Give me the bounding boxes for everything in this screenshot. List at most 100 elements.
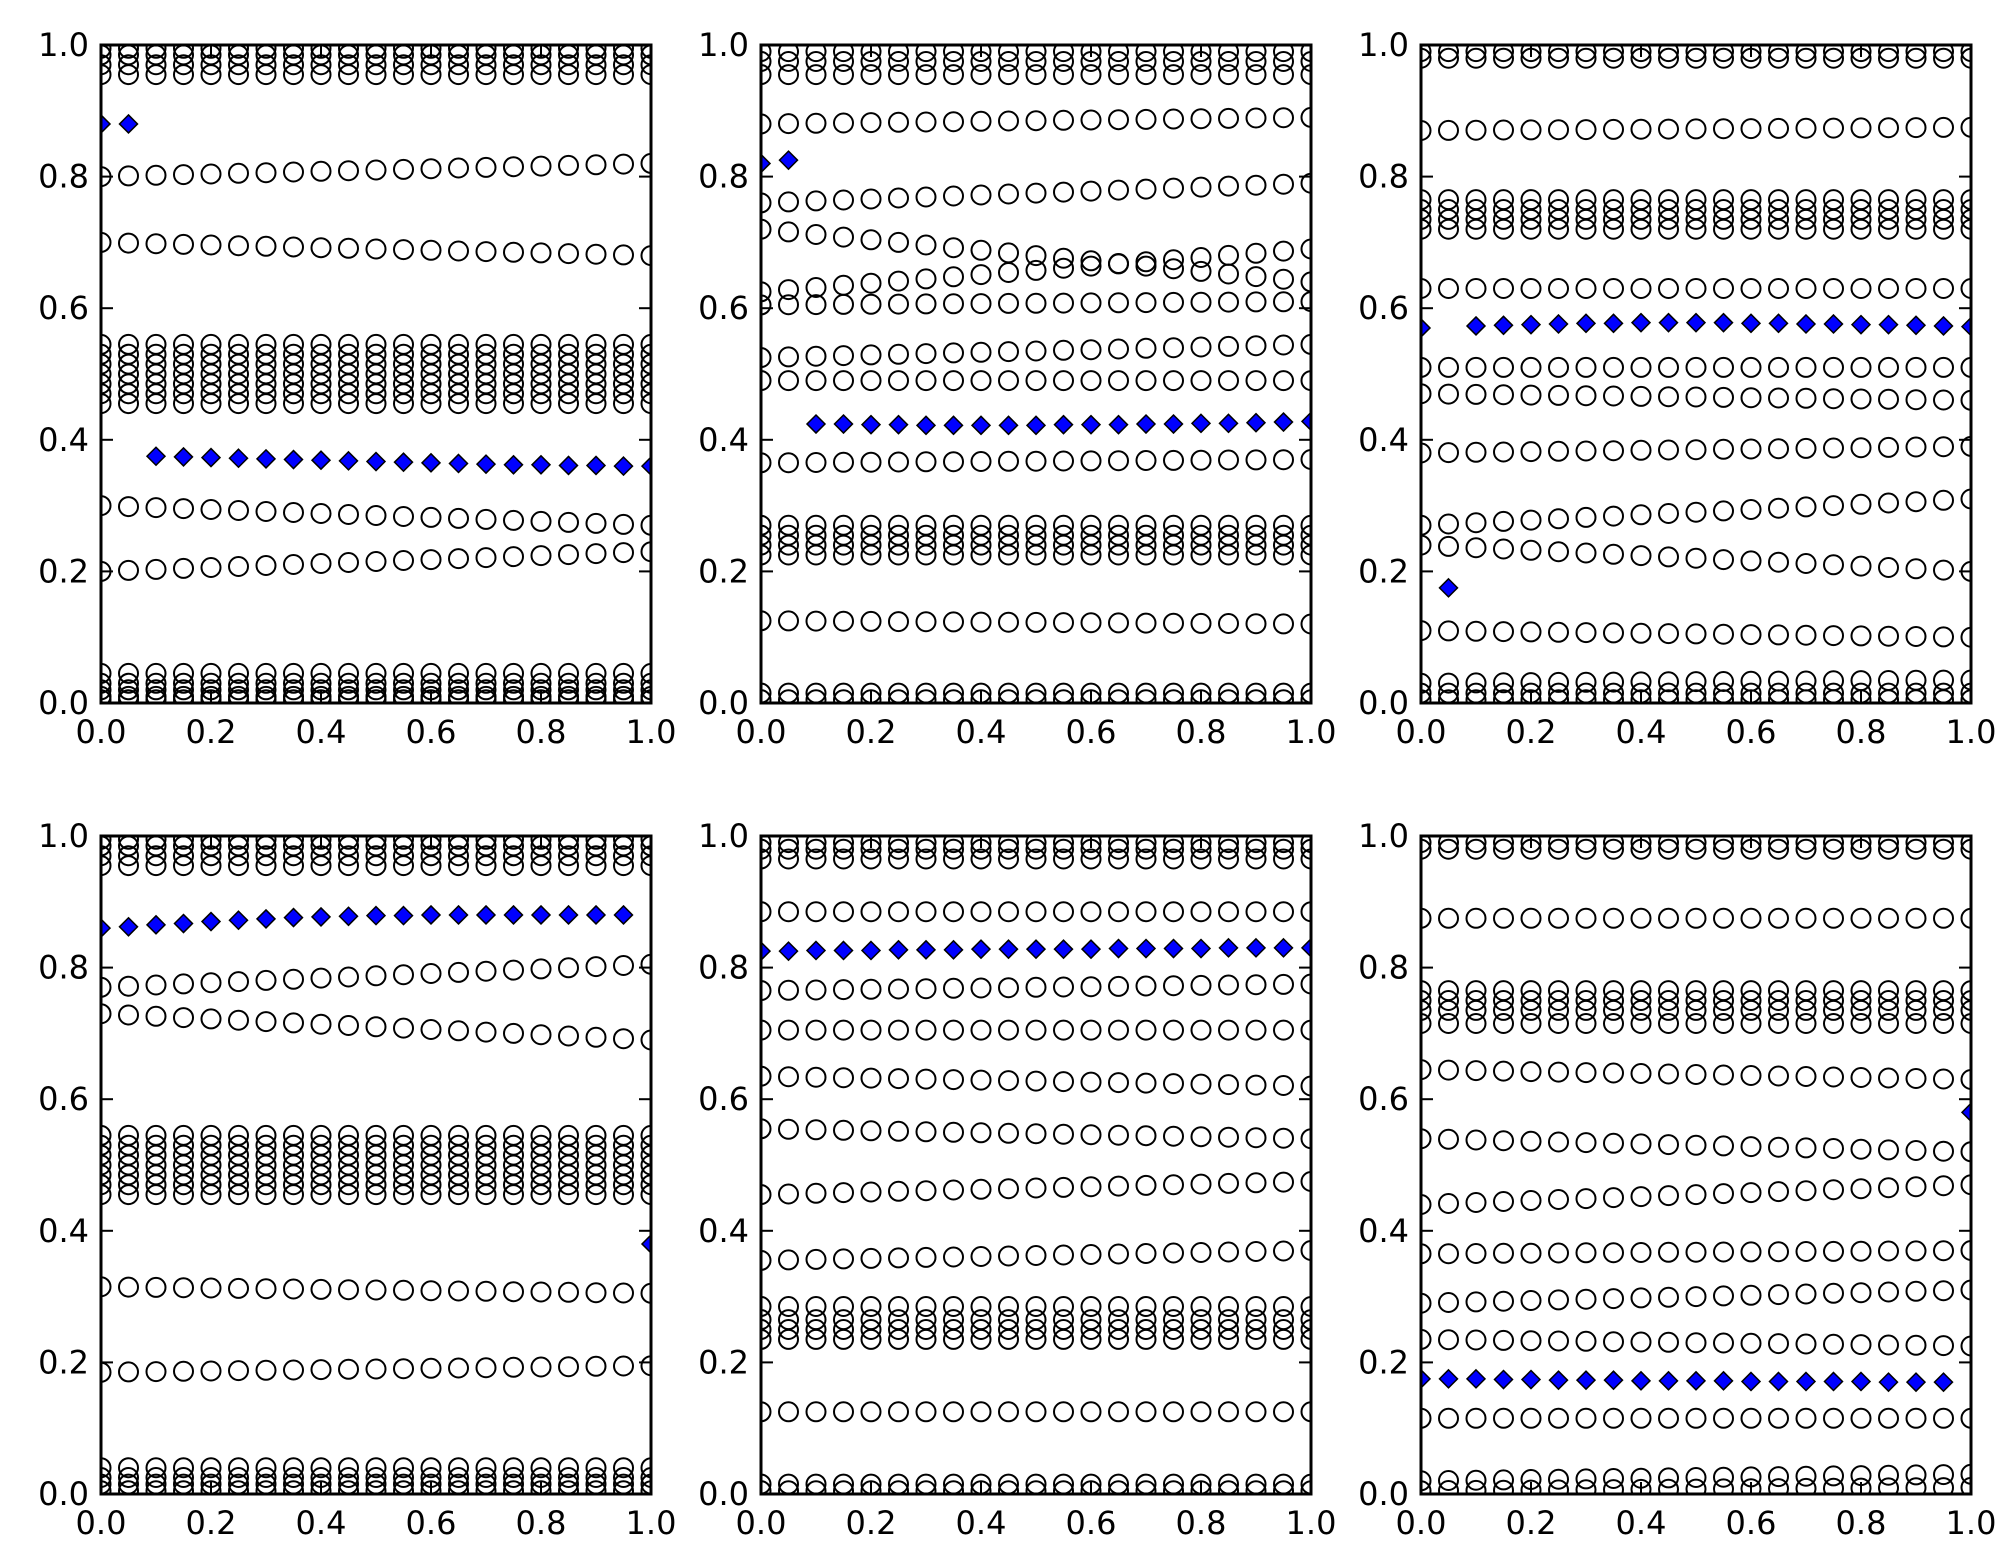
data-point-circle: [915, 451, 937, 473]
data-point-circle: [1135, 251, 1157, 273]
data-point-circle: [1245, 1480, 1267, 1494]
data-point-circle: [860, 848, 882, 870]
data-point-circle: [888, 901, 909, 923]
axes-frame: [1419, 43, 1973, 705]
data-point-circle: [1575, 836, 1597, 854]
data-point-circle: [1218, 335, 1239, 357]
data-point-circle: [1163, 1073, 1184, 1095]
data-point-circle: [1080, 339, 1102, 361]
data-point-circle: [943, 838, 964, 860]
data-point-circle: [1190, 291, 1212, 313]
data-point-circle: [998, 689, 1019, 703]
data-point-circle: [1053, 339, 1074, 361]
data-point-diamond: [393, 452, 414, 473]
data-point-circle: [1218, 689, 1239, 703]
data-point-circle: [888, 1068, 909, 1090]
data-point-circle: [1823, 1407, 1844, 1429]
data-point-circle: [1548, 838, 1569, 860]
y-tick-label: 0.2: [698, 1343, 749, 1381]
data-point-circle: [761, 281, 772, 303]
data-point-circle: [1190, 1242, 1212, 1263]
data-point-circle: [1960, 626, 1971, 648]
data-point-circle: [1685, 1013, 1707, 1034]
data-point-circle: [393, 343, 414, 365]
data-point-circle: [1685, 278, 1707, 299]
data-point-circle: [888, 187, 909, 209]
data-point-diamond: [1273, 937, 1294, 958]
data-point-circle: [1933, 389, 1954, 411]
data-point-circle: [761, 370, 772, 392]
data-point-circle: [420, 1457, 442, 1479]
data-point-circle: [530, 155, 552, 177]
data-point-circle: [475, 845, 497, 867]
data-point-diamond: [1025, 415, 1047, 436]
data-point-circle: [915, 293, 937, 315]
data-point-circle: [640, 953, 651, 975]
x-tick-label: 0.4: [1616, 713, 1667, 751]
data-point-circle: [585, 45, 607, 59]
data-point-circle: [475, 1457, 497, 1479]
data-point-circle: [1163, 848, 1184, 870]
data-point-circle: [1465, 1329, 1487, 1351]
data-point-circle: [805, 848, 827, 870]
data-point-circle: [805, 1182, 827, 1204]
data-point-diamond: [998, 415, 1019, 436]
data-point-circle: [1025, 976, 1047, 998]
data-point-circle: [1300, 613, 1311, 635]
data-point-circle: [338, 1124, 359, 1146]
data-point-circle: [1080, 255, 1102, 277]
data-point-circle: [970, 45, 992, 63]
data-point-circle: [761, 1309, 772, 1331]
data-point-diamond: [761, 153, 772, 174]
data-point-circle: [1740, 836, 1762, 854]
data-point-circle: [1905, 626, 1927, 647]
data-point-circle: [393, 506, 414, 527]
data-point-circle: [1218, 1241, 1239, 1263]
data-point-circle: [475, 343, 497, 365]
data-point-circle: [1080, 180, 1102, 202]
data-point-circle: [1740, 1478, 1762, 1494]
data-point-circle: [118, 232, 139, 254]
data-point-circle: [558, 45, 579, 59]
data-point-circle: [173, 557, 194, 579]
data-point-circle: [1768, 1407, 1789, 1429]
data-point-circle: [475, 1467, 497, 1488]
data-point-circle: [1933, 189, 1954, 211]
data-point-circle: [833, 274, 854, 296]
data-point-circle: [393, 836, 414, 850]
data-point-circle: [1025, 370, 1047, 392]
data-point-circle: [640, 662, 651, 684]
data-point-circle: [1850, 437, 1872, 459]
data-point-circle: [255, 672, 277, 694]
data-point-circle: [1960, 838, 1971, 860]
data-point-circle: [585, 1282, 607, 1304]
data-point-circle: [1603, 1331, 1624, 1353]
data-point-circle: [1768, 836, 1789, 854]
data-point-circle: [1163, 449, 1184, 471]
data-point-diamond: [1273, 411, 1294, 433]
data-point-circle: [101, 231, 112, 253]
data-point-circle: [640, 1174, 651, 1196]
data-point-circle: [1905, 1464, 1927, 1486]
data-point-circle: [585, 333, 607, 355]
data-point-circle: [1135, 337, 1157, 359]
data-point-circle: [1080, 45, 1102, 63]
data-point-circle: [1520, 441, 1542, 463]
data-point-circle: [998, 370, 1019, 392]
y-tick-label: 0.0: [38, 1475, 89, 1513]
data-point-circle: [475, 836, 497, 850]
data-point-circle: [448, 679, 469, 701]
data-point-circle: [1603, 1013, 1624, 1034]
y-tick-label: 0.2: [1358, 552, 1409, 590]
data-point-circle: [1685, 45, 1707, 63]
data-point-circle: [970, 514, 992, 536]
data-point-circle: [1300, 1019, 1311, 1041]
data-point-circle: [338, 672, 359, 694]
data-point-circle: [1878, 557, 1899, 578]
data-point-circle: [1163, 108, 1184, 130]
y-tick-label: 0.8: [698, 158, 749, 196]
data-point-circle: [1713, 1013, 1734, 1034]
x-tick-label: 1.0: [1286, 713, 1337, 751]
data-point-circle: [1421, 980, 1432, 1002]
data-point-circle: [1190, 370, 1212, 392]
